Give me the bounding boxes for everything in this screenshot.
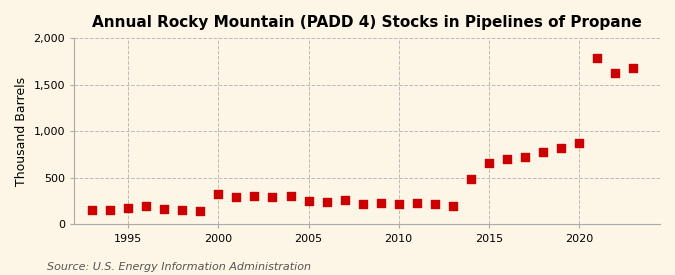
- Point: [628, 66, 639, 70]
- Point: [429, 202, 440, 207]
- Point: [339, 198, 350, 202]
- Point: [520, 155, 531, 160]
- Point: [357, 202, 368, 207]
- Point: [483, 160, 494, 165]
- Point: [321, 199, 332, 204]
- Point: [177, 208, 188, 212]
- Point: [375, 200, 386, 205]
- Point: [249, 194, 260, 198]
- Point: [213, 191, 224, 196]
- Point: [448, 204, 458, 208]
- Point: [502, 157, 512, 161]
- Point: [411, 201, 422, 205]
- Point: [87, 208, 98, 212]
- Point: [231, 195, 242, 199]
- Point: [537, 150, 548, 155]
- Point: [556, 145, 566, 150]
- Point: [303, 199, 314, 204]
- Point: [195, 209, 206, 213]
- Point: [591, 56, 602, 60]
- Point: [394, 202, 404, 206]
- Point: [105, 207, 115, 212]
- Text: Source: U.S. Energy Information Administration: Source: U.S. Energy Information Administ…: [47, 262, 311, 272]
- Point: [123, 206, 134, 210]
- Point: [465, 177, 476, 181]
- Title: Annual Rocky Mountain (PADD 4) Stocks in Pipelines of Propane: Annual Rocky Mountain (PADD 4) Stocks in…: [92, 15, 642, 30]
- Point: [159, 207, 169, 211]
- Point: [141, 204, 152, 208]
- Point: [574, 141, 585, 145]
- Point: [285, 193, 296, 198]
- Point: [610, 70, 620, 75]
- Y-axis label: Thousand Barrels: Thousand Barrels: [15, 77, 28, 186]
- Point: [267, 194, 278, 199]
